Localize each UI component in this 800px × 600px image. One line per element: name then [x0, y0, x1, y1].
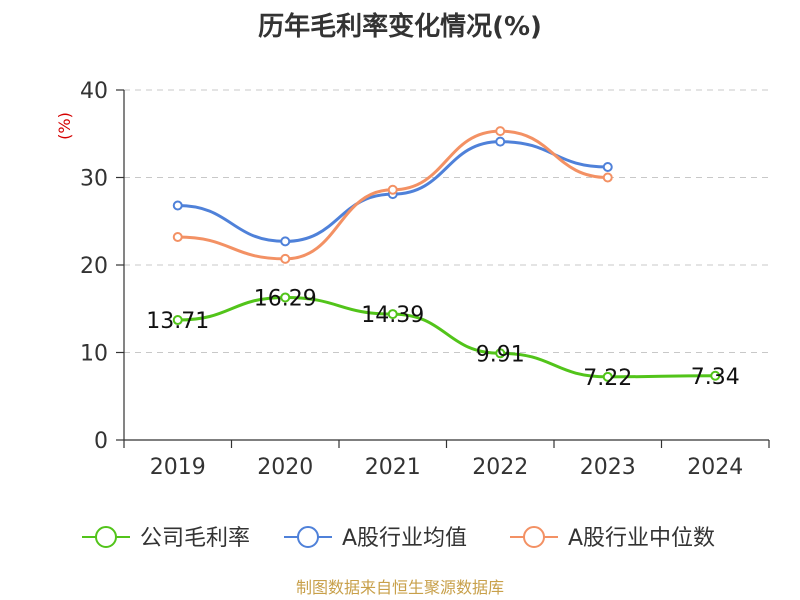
data-point — [387, 309, 398, 320]
y-axis-ticks: 0 10 20 30 40 — [80, 79, 124, 454]
legend-marker — [95, 526, 117, 548]
data-point — [710, 370, 721, 381]
y-tick-label: 40 — [80, 79, 108, 104]
data-point — [495, 348, 506, 359]
data-point — [602, 172, 613, 183]
x-tick-label: 2022 — [472, 455, 528, 480]
x-tick-label: 2024 — [687, 455, 743, 480]
y-tick-label: 30 — [80, 167, 108, 192]
y-axis-unit: (%) — [55, 112, 74, 140]
data-point — [387, 184, 398, 195]
series-2 — [172, 126, 613, 264]
legend-item: A股行业中位数 — [510, 526, 715, 551]
x-tick-label: 2021 — [365, 455, 421, 480]
legend-label: A股行业均值 — [342, 526, 467, 551]
data-label: 9.91 — [476, 342, 525, 367]
x-tick-label: 2023 — [580, 455, 636, 480]
y-tick-label: 20 — [80, 254, 108, 279]
data-point — [280, 253, 291, 264]
y-tick-label: 0 — [94, 429, 108, 454]
data-label: 16.29 — [254, 286, 317, 311]
data-label: 7.34 — [691, 365, 740, 390]
data-label: 13.71 — [146, 309, 209, 334]
series-0: 13.71 16.29 14.39 9.91 7.22 7.34 — [146, 286, 739, 390]
legend-item: 公司毛利率 — [82, 526, 250, 551]
x-tick-label: 2020 — [257, 455, 313, 480]
grid-lines — [124, 89, 769, 353]
x-axis-ticks: 2019 2020 2021 2022 2023 2024 — [123, 440, 770, 480]
data-point — [602, 371, 613, 382]
data-point — [172, 232, 183, 242]
x-tick-label: 2019 — [150, 455, 206, 480]
legend-marker — [297, 526, 319, 548]
legend-marker — [523, 526, 545, 548]
data-point — [172, 200, 183, 211]
legend-label: A股行业中位数 — [568, 526, 715, 551]
data-label: 14.39 — [361, 303, 424, 328]
data-point — [280, 292, 291, 303]
data-point — [280, 236, 291, 247]
legend: 公司毛利率 A股行业均值 A股行业中位数 — [82, 526, 715, 551]
source-note: 制图数据来自恒生聚源数据库 — [296, 578, 504, 597]
legend-item: A股行业均值 — [284, 526, 467, 551]
legend-label: 公司毛利率 — [140, 526, 250, 551]
chart-title: 历年毛利率变化情况(%) — [258, 12, 542, 42]
data-point — [495, 136, 506, 147]
data-point — [602, 162, 613, 172]
data-point — [172, 315, 183, 326]
data-point — [495, 126, 506, 137]
y-tick-label: 10 — [80, 342, 108, 367]
series-layer: 13.71 16.29 14.39 9.91 7.22 7.34 — [146, 126, 740, 391]
data-label: 7.22 — [583, 366, 632, 391]
